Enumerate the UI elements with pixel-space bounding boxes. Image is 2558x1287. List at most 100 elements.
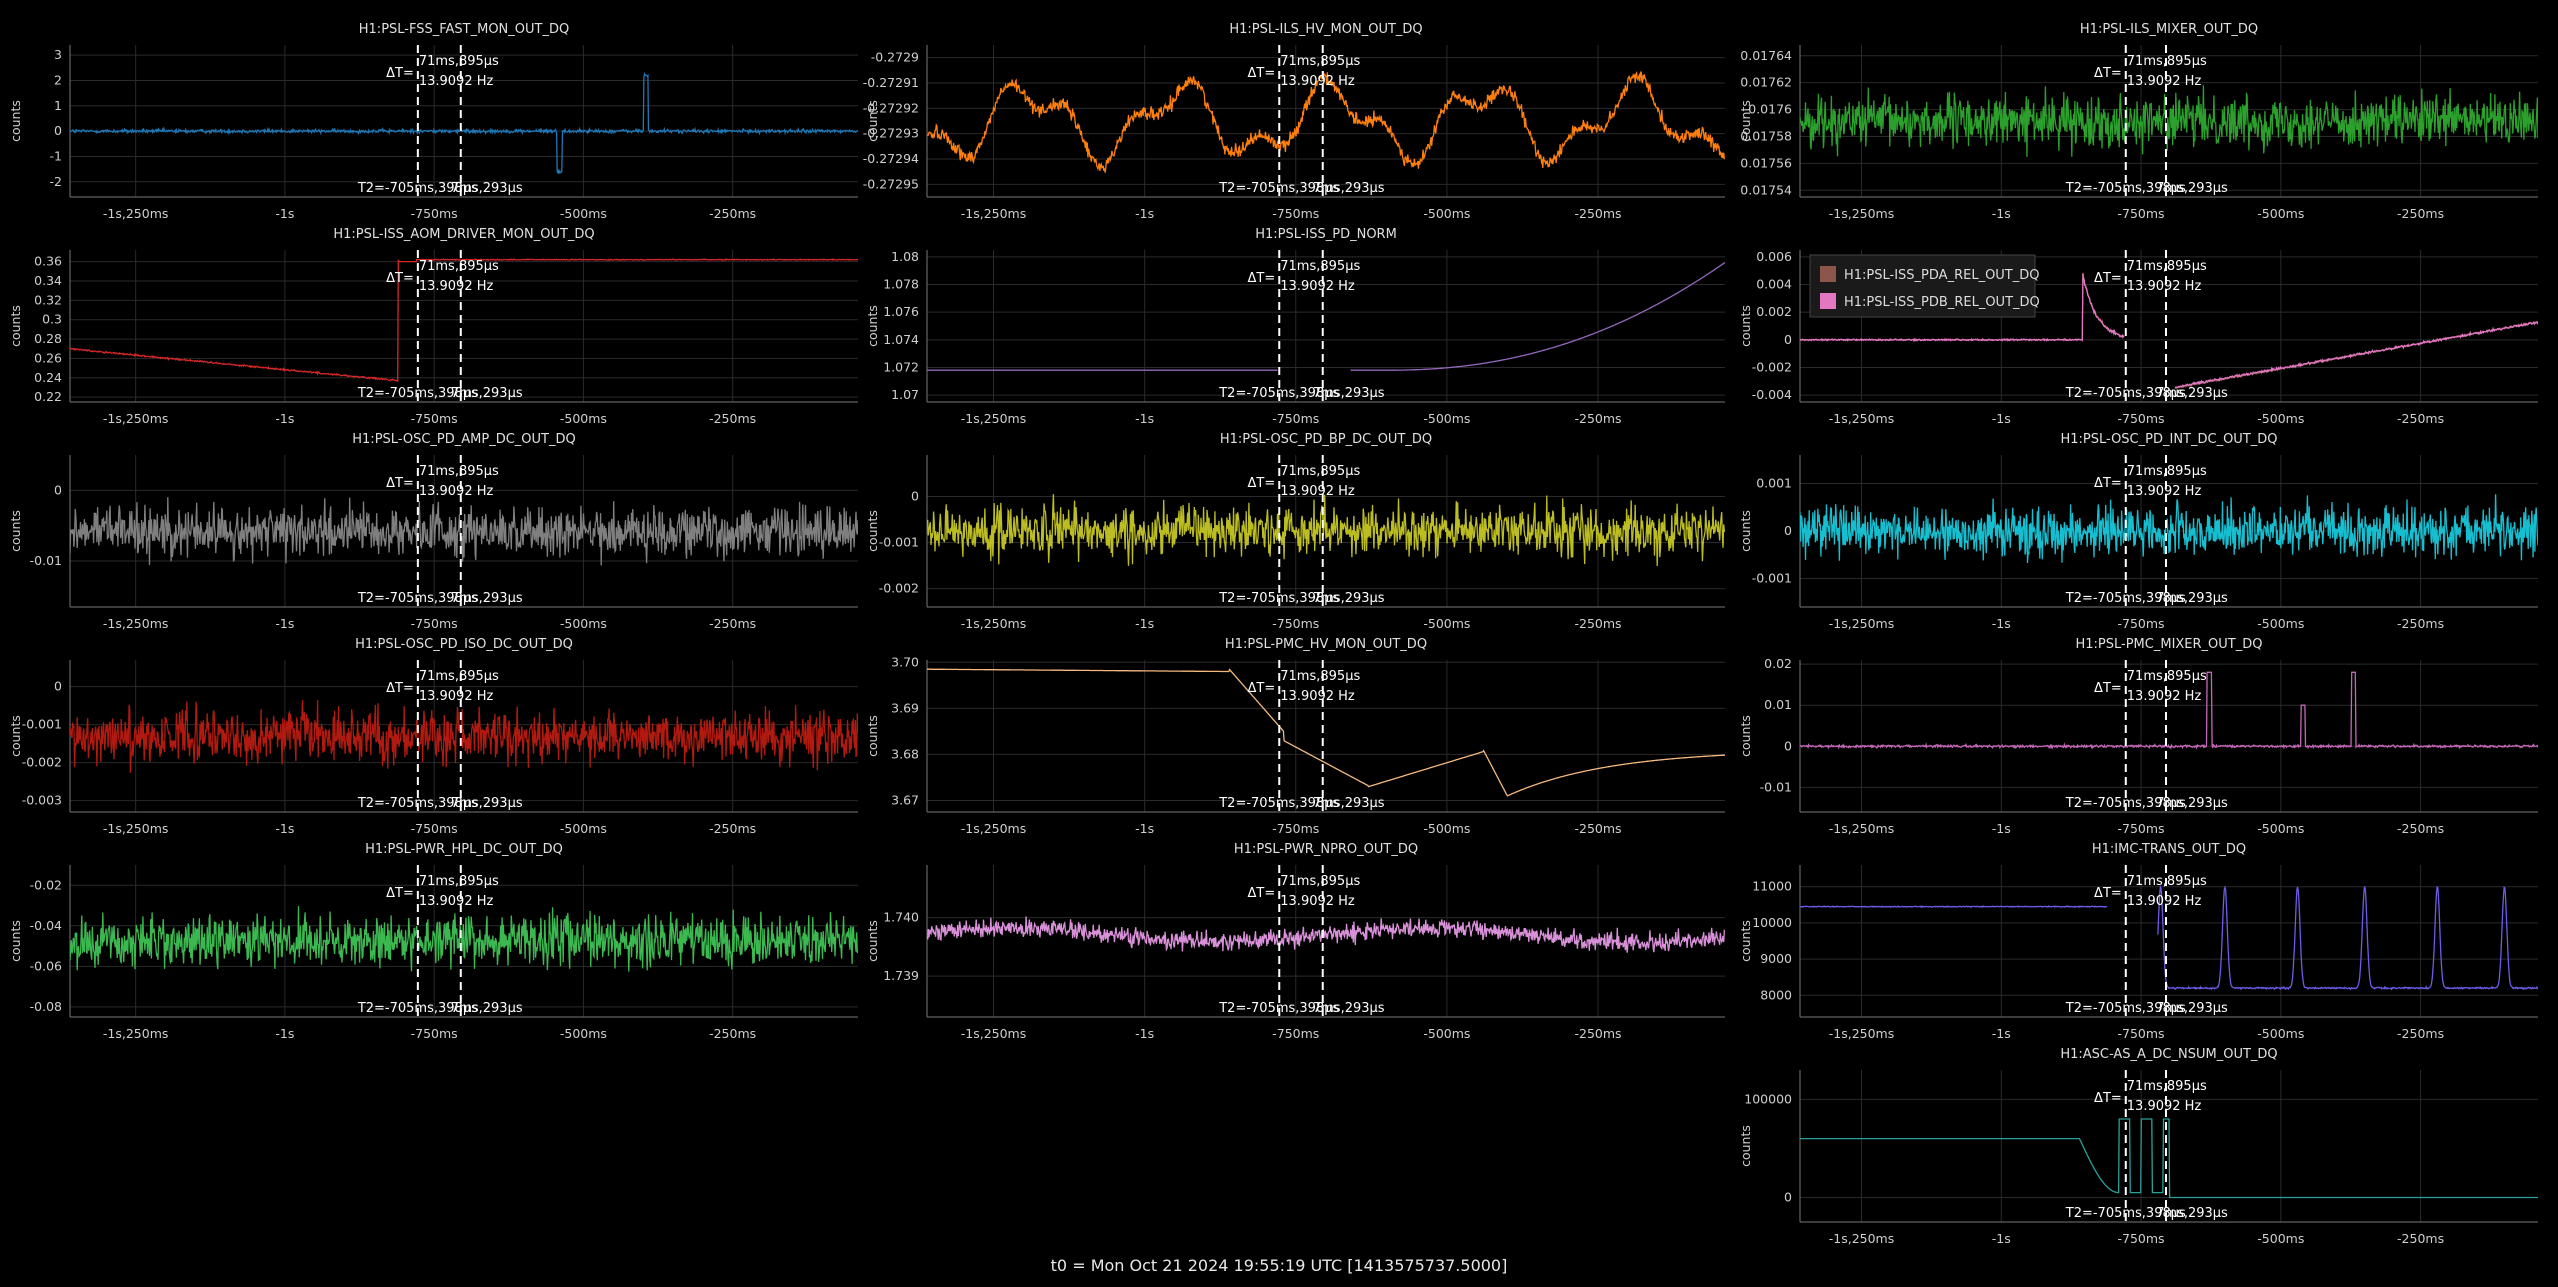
chart-panel: H1:PSL-OSC_PD_ISO_DC_OUT_DQ 0 -0.001 -0.002…: [8, 637, 858, 836]
y-tick-label: 3.70: [891, 654, 919, 669]
t2-label: T2=-705ms,398μs: [1218, 181, 1339, 196]
y-axis-label: counts: [1738, 510, 1753, 552]
y-axis-label: counts: [865, 510, 880, 552]
delta-freq-value: 13.9092 Hz: [2127, 279, 2202, 294]
delta-t-label: ΔT=: [1248, 476, 1276, 491]
x-tick-label: -1s,250ms: [103, 411, 169, 426]
legend-swatch[interactable]: [1820, 293, 1836, 309]
y-axis-label: counts: [1738, 100, 1753, 142]
series-line: [927, 668, 1725, 797]
x-tick-label: -1s: [275, 1026, 294, 1041]
y-tick-label: 0.001: [1756, 476, 1792, 491]
y-tick-label: 0.28: [34, 331, 62, 346]
delta-t-value: 71ms,895μs: [1280, 464, 1360, 479]
t2-label: T2=-705ms,398μs: [2065, 591, 2186, 606]
series-line: [1800, 85, 2538, 158]
y-tick-label: -0.27295: [863, 176, 919, 191]
chart-title: H1:PSL-PMC_MIXER_OUT_DQ: [2076, 637, 2263, 652]
delta-t-value: 71ms,895μs: [1280, 874, 1360, 889]
x-tick-label: -1s,250ms: [1829, 616, 1895, 631]
chart-title: H1:PSL-FSS_FAST_MON_OUT_DQ: [359, 22, 569, 37]
y-axis-label: counts: [1738, 1125, 1753, 1167]
y-tick-label: 0: [1784, 738, 1792, 753]
x-tick-label: -1s: [1135, 206, 1154, 221]
chart-title: H1:PSL-OSC_PD_INT_DC_OUT_DQ: [2060, 432, 2277, 447]
x-tick-label: -500ms: [560, 1026, 607, 1041]
y-tick-label: 1.072: [883, 359, 919, 374]
y-tick-label: -0.001: [22, 717, 62, 732]
y-tick-label: 11000: [1752, 879, 1792, 894]
delta-t-value: 71ms,895μs: [1280, 54, 1360, 69]
x-tick-label: -1s: [1135, 616, 1154, 631]
x-tick-label: -500ms: [560, 206, 607, 221]
y-tick-label: 100000: [1744, 1091, 1792, 1106]
x-tick-label: -500ms: [2257, 616, 2304, 631]
x-tick-label: -1s: [275, 411, 294, 426]
t1-label: 7ms,293μs: [2156, 796, 2228, 811]
delta-t-value: 71ms,895μs: [419, 54, 499, 69]
x-tick-label: -1s: [275, 616, 294, 631]
y-tick-label: 0.26: [34, 350, 62, 365]
y-tick-label: 0.01758: [1740, 128, 1792, 143]
delta-t-value: 71ms,895μs: [419, 464, 499, 479]
y-tick-label: 8000: [1760, 987, 1792, 1002]
y-tick-label: 1.078: [883, 277, 919, 292]
y-tick-label: -0.04: [30, 918, 62, 933]
y-axis-label: counts: [865, 100, 880, 142]
chart-title: H1:PSL-OSC_PD_ISO_DC_OUT_DQ: [355, 637, 573, 652]
x-tick-label: -1s,250ms: [1829, 1231, 1895, 1246]
chart-panel: H1:PSL-PMC_MIXER_OUT_DQ 0.02 0.01 0 -0.01 -1s…: [1738, 637, 2538, 836]
y-tick-label: 3: [54, 47, 62, 62]
t2-label: T2=-705ms,398μs: [357, 1001, 478, 1016]
y-tick-label: 10000: [1752, 915, 1792, 930]
x-tick-label: -1s: [1135, 1026, 1154, 1041]
y-tick-label: 0: [54, 482, 62, 497]
y-tick-label: 0.004: [1756, 277, 1792, 292]
t1-label: 7ms,293μs: [2156, 386, 2228, 401]
y-tick-label: -0.27294: [863, 151, 919, 166]
delta-freq-value: 13.9092 Hz: [1280, 484, 1355, 499]
x-tick-label: -750ms: [1272, 206, 1319, 221]
x-tick-label: -1s,250ms: [1829, 821, 1895, 836]
delta-t-value: 71ms,895μs: [419, 874, 499, 889]
delta-freq-value: 13.9092 Hz: [1280, 689, 1355, 704]
x-tick-label: -1s: [1992, 206, 2011, 221]
legend-swatch[interactable]: [1820, 266, 1836, 282]
y-tick-label: -0.27292: [863, 100, 919, 115]
chart-panel: H1:PSL-OSC_PD_INT_DC_OUT_DQ 0.001 0 -0.001 -…: [1738, 432, 2538, 631]
t1-label: 7ms,293μs: [451, 386, 523, 401]
t1-label: 7ms,293μs: [2156, 181, 2228, 196]
y-tick-label: 0: [54, 123, 62, 138]
x-tick-label: -750ms: [2118, 616, 2165, 631]
y-tick-label: 9000: [1760, 951, 1792, 966]
x-tick-label: -500ms: [2257, 411, 2304, 426]
x-tick-label: -1s: [275, 821, 294, 836]
series-line: [70, 497, 858, 566]
y-tick-label: 0.006: [1756, 249, 1792, 264]
y-tick-label: 0.01754: [1740, 182, 1792, 197]
y-tick-label: -0.002: [1752, 359, 1792, 374]
delta-t-label: ΔT=: [386, 681, 414, 696]
t2-label: T2=-705ms,398μs: [357, 796, 478, 811]
x-tick-label: -500ms: [560, 821, 607, 836]
y-tick-label: -1: [50, 148, 62, 163]
x-tick-label: -250ms: [1575, 411, 1622, 426]
delta-t-value: 71ms,895μs: [2127, 54, 2207, 69]
legend-entry[interactable]: H1:PSL-ISS_PDA_REL_OUT_DQ: [1844, 268, 2040, 283]
y-axis-label: counts: [865, 920, 880, 962]
legend-entry[interactable]: H1:PSL-ISS_PDB_REL_OUT_DQ: [1844, 295, 2040, 310]
chart-title: H1:ASC-AS_A_DC_NSUM_OUT_DQ: [2060, 1047, 2277, 1062]
delta-t-label: ΔT=: [1248, 886, 1276, 901]
x-tick-label: -1s,250ms: [103, 821, 169, 836]
y-tick-label: -0.01: [1760, 779, 1792, 794]
x-tick-label: -750ms: [2118, 206, 2165, 221]
y-axis-label: counts: [8, 920, 23, 962]
time-origin-label: t0 = Mon Oct 21 2024 19:55:19 UTC [14135…: [1050, 1256, 1508, 1275]
x-tick-label: -500ms: [560, 616, 607, 631]
y-tick-label: 3.69: [891, 700, 919, 715]
t2-label: T2=-705ms,398μs: [1218, 591, 1339, 606]
x-tick-label: -1s: [1992, 616, 2011, 631]
delta-t-value: 71ms,895μs: [2127, 259, 2207, 274]
y-axis-label: counts: [1738, 715, 1753, 757]
